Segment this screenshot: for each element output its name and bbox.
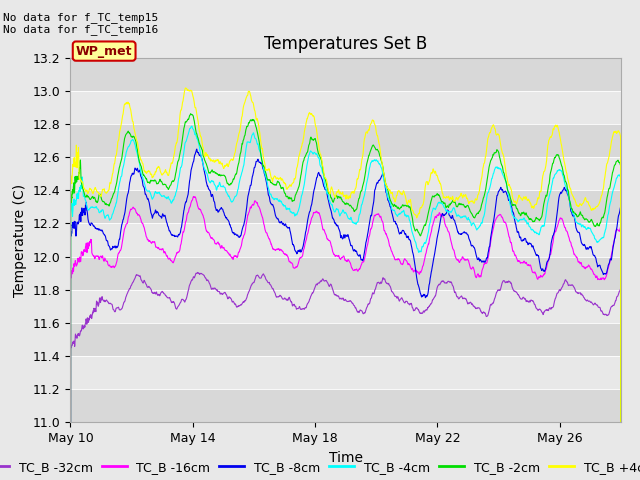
TC_B -2cm (153, 181, 161, 187)
Bar (70, 389, 621, 422)
TC_B -32cm (194, 270, 202, 276)
Legend: TC_B -32cm, TC_B -16cm, TC_B -8cm, TC_B -4cm, TC_B -2cm, TC_B +4cm: TC_B -32cm, TC_B -16cm, TC_B -8cm, TC_B … (0, 461, 640, 474)
TC_B -2cm (189, 112, 196, 118)
TC_B -32cm (189, 277, 196, 283)
Bar (70, 157, 621, 190)
TC_B +4cm (182, 85, 189, 91)
Text: No data for f_TC_temp15: No data for f_TC_temp15 (3, 12, 159, 23)
Bar (70, 91, 621, 124)
TC_B -8cm (364, 234, 371, 240)
Bar (70, 323, 621, 356)
TC_B -16cm (266, 239, 274, 245)
Text: WP_met: WP_met (76, 45, 132, 58)
Line: TC_B +4cm: TC_B +4cm (70, 88, 621, 480)
Title: Temperatures Set B: Temperatures Set B (264, 35, 428, 53)
Bar (70, 290, 621, 323)
TC_B -8cm (266, 199, 274, 205)
TC_B -2cm (364, 159, 371, 165)
Bar (70, 58, 621, 91)
TC_B -4cm (266, 192, 274, 197)
TC_B -4cm (188, 123, 196, 129)
TC_B -16cm (153, 244, 161, 250)
TC_B -32cm (120, 300, 127, 306)
TC_B -2cm (187, 111, 195, 117)
TC_B -4cm (546, 191, 554, 197)
TC_B -8cm (189, 162, 196, 168)
TC_B -32cm (364, 304, 371, 310)
Line: TC_B -8cm: TC_B -8cm (70, 149, 621, 480)
TC_B -32cm (546, 305, 554, 311)
TC_B +4cm (153, 166, 161, 171)
TC_B -16cm (190, 193, 198, 199)
TC_B -8cm (193, 146, 200, 152)
TC_B +4cm (546, 135, 554, 141)
Text: No data for f_TC_temp16: No data for f_TC_temp16 (3, 24, 159, 35)
Bar (70, 223, 621, 257)
TC_B -8cm (546, 252, 554, 258)
TC_B -8cm (120, 215, 127, 220)
TC_B -4cm (120, 162, 127, 168)
Line: TC_B -2cm: TC_B -2cm (70, 114, 621, 480)
TC_B -16cm (120, 230, 127, 236)
TC_B -4cm (364, 178, 371, 184)
Bar (70, 257, 621, 290)
Bar (70, 124, 621, 157)
TC_B -32cm (153, 290, 161, 296)
TC_B -16cm (364, 244, 371, 250)
X-axis label: Time: Time (328, 451, 363, 465)
TC_B -4cm (189, 126, 196, 132)
TC_B -16cm (189, 197, 196, 203)
Line: TC_B -16cm: TC_B -16cm (70, 196, 621, 480)
Line: TC_B -4cm: TC_B -4cm (70, 126, 621, 480)
Bar (70, 190, 621, 223)
TC_B +4cm (266, 171, 274, 177)
TC_B -32cm (266, 282, 274, 288)
TC_B +4cm (364, 130, 371, 136)
TC_B -8cm (153, 209, 161, 215)
TC_B -2cm (266, 179, 274, 184)
TC_B -2cm (546, 174, 554, 180)
TC_B -16cm (546, 252, 554, 257)
TC_B +4cm (189, 92, 196, 98)
Y-axis label: Temperature (C): Temperature (C) (13, 183, 28, 297)
TC_B +4cm (120, 105, 127, 111)
TC_B -4cm (153, 190, 161, 195)
TC_B -2cm (120, 141, 127, 147)
Line: TC_B -32cm: TC_B -32cm (70, 273, 621, 480)
Bar (70, 356, 621, 389)
